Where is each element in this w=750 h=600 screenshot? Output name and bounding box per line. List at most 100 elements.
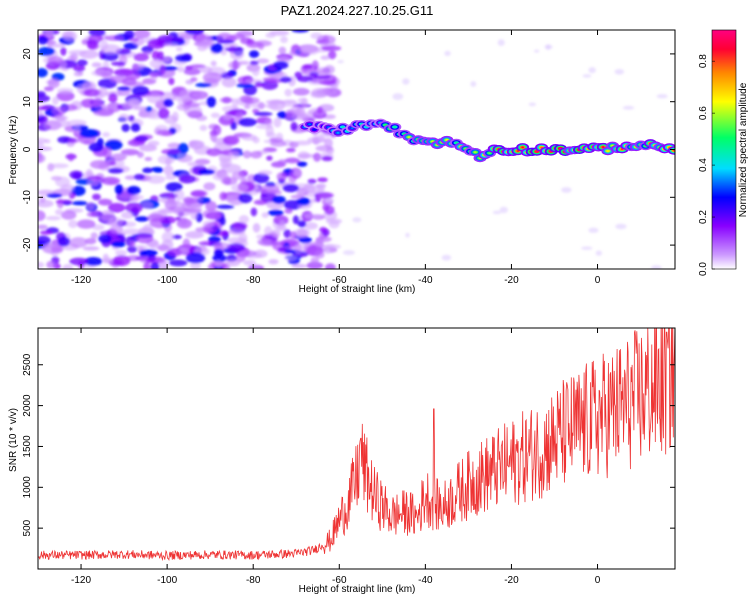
noise-blob (324, 263, 336, 269)
x-tick-label: -120 (71, 575, 91, 586)
noise-blob (73, 123, 81, 133)
noise-blob (86, 211, 98, 218)
noise-blob (294, 71, 303, 79)
noise-blob (47, 55, 64, 65)
noise-blob (320, 55, 330, 60)
noise-blob (168, 77, 175, 86)
x-tick-label: -40 (418, 575, 433, 586)
noise-blob (238, 249, 257, 257)
noise-blob (206, 148, 222, 157)
noise-blob (159, 64, 166, 75)
noise-blob (109, 161, 117, 166)
ridge-blob (488, 152, 491, 155)
noise-blob (142, 224, 153, 235)
noise-blob (622, 105, 635, 110)
noise-blob (319, 226, 327, 233)
noise-blob (231, 171, 243, 181)
noise-blob (165, 175, 177, 180)
noise-blob (297, 203, 311, 210)
noise-blob (91, 70, 111, 77)
y-tick-label: 2500 (22, 353, 33, 376)
noise-blob (67, 119, 87, 127)
noise-blob (38, 94, 51, 103)
noise-blob (108, 92, 118, 103)
noise-blob (39, 230, 53, 235)
noise-blob (46, 260, 56, 269)
noise-blob (144, 156, 153, 162)
noise-blob (108, 153, 128, 159)
noise-blob (124, 30, 135, 40)
noise-blob (292, 87, 310, 96)
noise-blob (198, 168, 215, 175)
noise-blob (444, 50, 451, 57)
noise-blob (69, 170, 84, 180)
noise-blob (38, 210, 46, 222)
x-tick-label: -80 (246, 275, 261, 286)
noise-blob (216, 39, 235, 44)
noise-blob (528, 102, 536, 107)
noise-blob (330, 83, 339, 90)
noise-blob (249, 60, 259, 65)
snr-panel: -120 -100 -80 -60 -40 -20 0 500 1000 1500 2000 250… (8, 327, 676, 595)
noise-blob (97, 198, 113, 206)
noise-blob (157, 154, 176, 165)
noise-blob (38, 235, 51, 246)
noise-blob (47, 43, 66, 48)
noise-blob (302, 45, 320, 55)
noise-blob (231, 98, 239, 109)
noise-blob (175, 46, 183, 52)
noise-blob (276, 172, 287, 182)
noise-blob (253, 249, 268, 258)
noise-blob (133, 173, 145, 181)
noise-blob (76, 59, 88, 67)
noise-blob (255, 124, 274, 130)
snr-line (38, 328, 675, 562)
noise-blob (106, 103, 116, 110)
noise-blob (302, 184, 316, 193)
chart-title: PAZ1.2024.227.10.25.G11 (281, 3, 434, 18)
noise-blob (202, 220, 215, 228)
noise-blob (277, 159, 288, 166)
noise-blob (118, 113, 130, 123)
noise-blob (91, 193, 101, 201)
noise-blob (470, 81, 477, 87)
noise-blob (124, 175, 137, 180)
noise-blob (342, 250, 355, 256)
noise-blob (582, 74, 592, 78)
noise-blob (190, 77, 198, 82)
noise-blob (38, 152, 43, 163)
noise-blob (89, 159, 110, 169)
noise-blob (102, 253, 110, 264)
noise-blob (121, 123, 130, 132)
noise-blob (219, 191, 228, 201)
noise-blob (163, 98, 174, 107)
noise-blob (208, 212, 221, 220)
noise-blob (257, 42, 265, 50)
noise-blob (294, 243, 302, 254)
noise-blob (45, 30, 54, 38)
noise-blob (147, 140, 160, 147)
ridge-blob (473, 151, 477, 154)
noise-blob (588, 67, 596, 74)
noise-blob (173, 95, 183, 101)
noise-blob (212, 124, 222, 136)
noise-blob (297, 153, 317, 159)
noise-blob (169, 259, 188, 267)
noise-blob (71, 185, 86, 196)
x-tick-label: -100 (157, 275, 177, 286)
noise-blob (219, 157, 233, 167)
noise-blob (236, 83, 254, 88)
noise-blob (265, 103, 279, 109)
noise-blob (178, 174, 196, 184)
noise-blob (165, 202, 179, 208)
noise-blob (314, 238, 324, 249)
y-tick-label: 500 (22, 519, 33, 536)
noise-blob (309, 71, 319, 78)
noise-blob (163, 42, 179, 47)
noise-blob (92, 224, 105, 231)
noise-blob (615, 223, 627, 230)
noise-blob (190, 190, 206, 197)
noise-blob (182, 208, 203, 213)
noise-blob (88, 142, 104, 152)
noise-blob (254, 81, 264, 88)
